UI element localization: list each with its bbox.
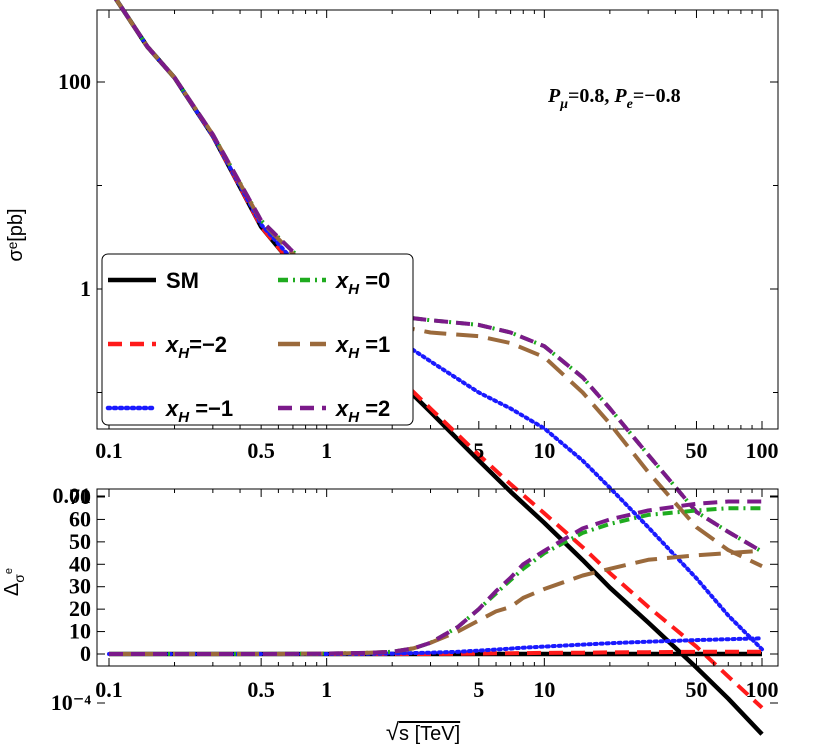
bottom-x-tick-label-4: 10: [533, 677, 555, 702]
top-y-tick-labels: 100 1 0.01 10⁻⁴: [51, 69, 92, 715]
bottom-y-tick-label-0: 0: [80, 641, 91, 666]
bottom-x-tick-label-6: 100: [746, 677, 779, 702]
bottom-x-tick-label-1: 0.5: [247, 677, 275, 702]
top-x-tick-label-5: 50: [685, 438, 707, 463]
top-x-tick-labels: 0.1 0.5 1 5 10 50 100: [95, 438, 778, 463]
bottom-y-tick-label-4: 40: [69, 551, 91, 576]
legend-label-3: xH =0: [335, 268, 390, 298]
bottom-y-tick-label-1: 10: [69, 619, 91, 644]
bottom-y-tick-label-6: 60: [69, 506, 91, 531]
bottom-x-tick-label-5: 50: [685, 677, 707, 702]
top-y-tick-label-2: 0.01: [53, 483, 92, 508]
top-series-line-5: [114, 0, 764, 554]
top-y-axis-title: σᵉ[pb]: [5, 208, 27, 261]
bottom-y-tick-label-3: 30: [69, 574, 91, 599]
legend-label-2: xH =−1: [165, 396, 233, 426]
polarization-annotation: Pμ=0.8, Pe=−0.8: [547, 85, 681, 112]
bottom-ticks: [97, 489, 778, 666]
bottom-series-line-5: [109, 499, 762, 656]
legend-label-4: xH =1: [335, 332, 390, 362]
bottom-x-tick-labels: 0.1 0.5 1 5 10 50 100: [95, 677, 778, 702]
legend: SM xH =0 xH=−2 xH =1 xH =−1 xH =2: [101, 253, 414, 426]
legend-label-1: xH=−2: [165, 332, 227, 362]
top-x-tick-label-0: 0.1: [95, 438, 123, 463]
bottom-y-tick-label-2: 20: [69, 596, 91, 621]
bottom-x-tick-label-0: 0.1: [95, 677, 123, 702]
top-x-tick-label-1: 0.5: [247, 438, 275, 463]
top-x-tick-label-2: 1: [321, 438, 332, 463]
x-axis-title: √s [TeV]: [386, 719, 460, 746]
top-plot-frame: [96, 9, 779, 430]
top-series: [113, 0, 764, 736]
bottom-series-line-3: [109, 506, 762, 656]
bottom-series-line-4: [109, 548, 763, 656]
bottom-y-tick-label-5: 50: [69, 529, 91, 554]
top-x-tick-label-4: 10: [533, 438, 555, 463]
bottom-series: [107, 499, 764, 657]
top-y-tick-label-1: 1: [80, 276, 91, 301]
legend-label-5: xH =2: [335, 396, 390, 426]
top-y-tick-label-3: 10⁻⁴: [51, 690, 92, 715]
bottom-x-tick-label-3: 5: [473, 677, 484, 702]
top-x-tick-label-6: 100: [746, 438, 779, 463]
bottom-y-axis-title: Δσe: [1, 568, 27, 596]
top-x-tick-label-3: 5: [473, 438, 484, 463]
bottom-y-tick-label-7: 70: [69, 484, 91, 509]
bottom-plot-frame: [96, 488, 779, 667]
top-y-tick-label-0: 100: [58, 69, 91, 94]
bottom-x-tick-label-2: 1: [321, 677, 332, 702]
legend-label-0: SM: [166, 268, 199, 293]
legend-entries: SM xH =0 xH=−2 xH =1 xH =−1 xH =2: [105, 268, 390, 426]
legend-box: [101, 253, 414, 426]
